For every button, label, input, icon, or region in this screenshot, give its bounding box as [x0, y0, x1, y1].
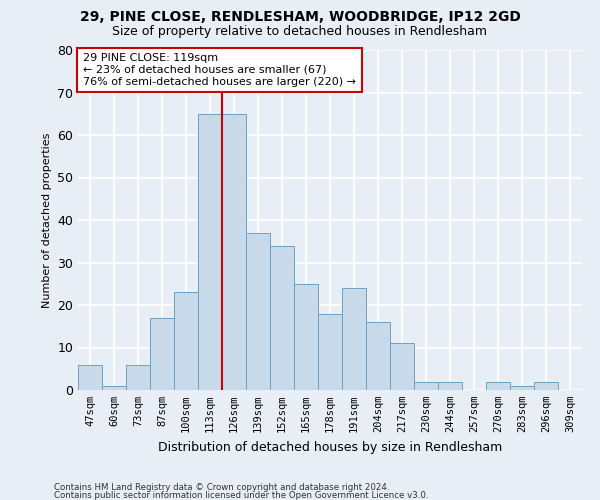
Bar: [414, 382, 438, 390]
Bar: [102, 386, 126, 390]
Y-axis label: Number of detached properties: Number of detached properties: [41, 132, 52, 308]
Bar: [78, 364, 102, 390]
Text: Contains HM Land Registry data © Crown copyright and database right 2024.: Contains HM Land Registry data © Crown c…: [54, 484, 389, 492]
Text: Contains public sector information licensed under the Open Government Licence v3: Contains public sector information licen…: [54, 491, 428, 500]
Bar: [318, 314, 342, 390]
Bar: [294, 284, 318, 390]
Bar: [366, 322, 390, 390]
Bar: [222, 114, 246, 390]
Bar: [270, 246, 294, 390]
Text: Size of property relative to detached houses in Rendlesham: Size of property relative to detached ho…: [113, 25, 487, 38]
Bar: [246, 233, 270, 390]
Bar: [150, 318, 174, 390]
Text: 29 PINE CLOSE: 119sqm
← 23% of detached houses are smaller (67)
76% of semi-deta: 29 PINE CLOSE: 119sqm ← 23% of detached …: [83, 54, 356, 86]
Bar: [438, 382, 462, 390]
Bar: [174, 292, 198, 390]
X-axis label: Distribution of detached houses by size in Rendlesham: Distribution of detached houses by size …: [158, 440, 502, 454]
Bar: [342, 288, 366, 390]
Bar: [534, 382, 558, 390]
Bar: [126, 364, 150, 390]
Bar: [390, 343, 414, 390]
Bar: [510, 386, 534, 390]
Bar: [486, 382, 510, 390]
Text: 29, PINE CLOSE, RENDLESHAM, WOODBRIDGE, IP12 2GD: 29, PINE CLOSE, RENDLESHAM, WOODBRIDGE, …: [80, 10, 520, 24]
Bar: [198, 114, 222, 390]
